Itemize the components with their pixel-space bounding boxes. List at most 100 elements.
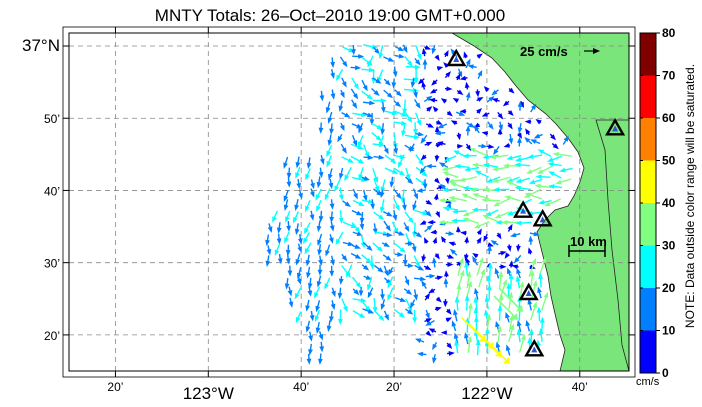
- map-frame: [68, 32, 630, 372]
- current-vector: [404, 134, 420, 140]
- current-vector: [383, 310, 389, 321]
- lon-label: 40’: [572, 380, 588, 394]
- current-vector: [490, 240, 499, 246]
- current-vector: [373, 178, 380, 193]
- current-vector: [337, 287, 343, 300]
- current-vector: [265, 255, 271, 267]
- current-vector: [346, 264, 353, 278]
- current-vector: [414, 264, 425, 271]
- current-vector: [415, 154, 424, 166]
- longitude-labels: 20’ 123°W 40’ 20’ 122°W 40’: [107, 380, 587, 403]
- current-vector: [445, 231, 455, 236]
- current-vector: [469, 187, 489, 193]
- current-vector: [367, 55, 374, 68]
- current-vector: [330, 300, 336, 311]
- current-vector: [448, 241, 457, 247]
- map-outer-frame: [62, 26, 636, 378]
- coastline-land: [451, 33, 629, 371]
- current-vector: [524, 119, 532, 125]
- current-vector: [382, 232, 393, 238]
- current-vector: [442, 187, 458, 193]
- current-vector: [318, 210, 324, 223]
- current-vector: [434, 154, 440, 162]
- current-vector: [413, 89, 418, 99]
- current-vector: [383, 78, 391, 86]
- current-vector: [370, 199, 375, 210]
- current-vector: [424, 209, 432, 217]
- current-vector: [501, 220, 521, 225]
- current-vector: [393, 242, 406, 253]
- current-vector: [459, 108, 467, 114]
- current-vector: [465, 58, 471, 69]
- current-vector: [337, 133, 343, 143]
- current-vector: [425, 273, 436, 279]
- current-vector: [417, 78, 425, 85]
- current-vector: [441, 165, 459, 172]
- current-vector: [394, 89, 402, 97]
- current-vector: [352, 310, 366, 319]
- current-vector: [404, 211, 414, 224]
- current-vector: [392, 66, 398, 78]
- current-vector: [484, 295, 490, 310]
- current-vector: [446, 110, 453, 117]
- current-vector: [335, 231, 344, 246]
- current-vector: [476, 108, 483, 114]
- current-vector: [305, 254, 311, 267]
- current-vector: [319, 90, 325, 102]
- current-vector: [527, 154, 543, 159]
- current-vector: [428, 288, 436, 294]
- current-vector: [318, 353, 323, 365]
- current-vector: [400, 189, 406, 204]
- current-vector: [474, 315, 479, 332]
- current-vector: [414, 57, 421, 66]
- current-vector: [444, 177, 450, 185]
- current-vector: [457, 257, 464, 276]
- current-vector: [483, 233, 489, 243]
- current-vector: [454, 296, 460, 311]
- current-vector: [351, 135, 358, 147]
- current-vector: [443, 155, 457, 162]
- current-vector: [516, 132, 523, 139]
- current-vector: [328, 168, 333, 181]
- lon-label: 123°W: [183, 384, 234, 403]
- current-vector: [362, 308, 375, 314]
- distance-scale: 10 km: [568, 234, 607, 257]
- current-vector: [459, 176, 478, 183]
- current-vector: [491, 166, 509, 172]
- current-vector: [424, 45, 432, 50]
- current-vector: [296, 178, 302, 190]
- current-vector: [310, 179, 315, 190]
- current-vector: [380, 189, 385, 199]
- current-vector: [283, 189, 289, 202]
- current-vector: [428, 328, 437, 334]
- current-vector: [502, 100, 510, 107]
- current-vector: [338, 187, 344, 201]
- current-vector: [415, 45, 422, 61]
- colorbar-note: NOTE: Data outside color range will be s…: [683, 64, 697, 328]
- current-vector: [419, 220, 427, 225]
- current-vector: [451, 209, 467, 214]
- current-vector: [449, 248, 458, 256]
- current-vector: [303, 222, 311, 235]
- current-vector: [293, 211, 300, 224]
- current-vector: [410, 299, 416, 309]
- colorbar-segment: [640, 118, 656, 161]
- current-vector: [538, 328, 544, 342]
- current-vector: [548, 171, 562, 179]
- current-vector: [517, 123, 523, 134]
- current-vector: [328, 234, 334, 244]
- current-vector: [425, 330, 432, 337]
- current-vector: [325, 244, 331, 257]
- current-vector: [380, 102, 386, 114]
- lat-label: 50’: [44, 112, 60, 126]
- current-vector: [526, 166, 542, 174]
- current-vector: [341, 112, 351, 118]
- radar-station-marker: [513, 200, 534, 218]
- current-vector: [417, 351, 427, 357]
- current-vector: [319, 155, 325, 165]
- current-vector: [351, 44, 356, 56]
- current-vector: [478, 143, 488, 149]
- colorbar-segment: [640, 160, 656, 203]
- current-vector: [491, 98, 500, 103]
- current-vector: [432, 354, 437, 364]
